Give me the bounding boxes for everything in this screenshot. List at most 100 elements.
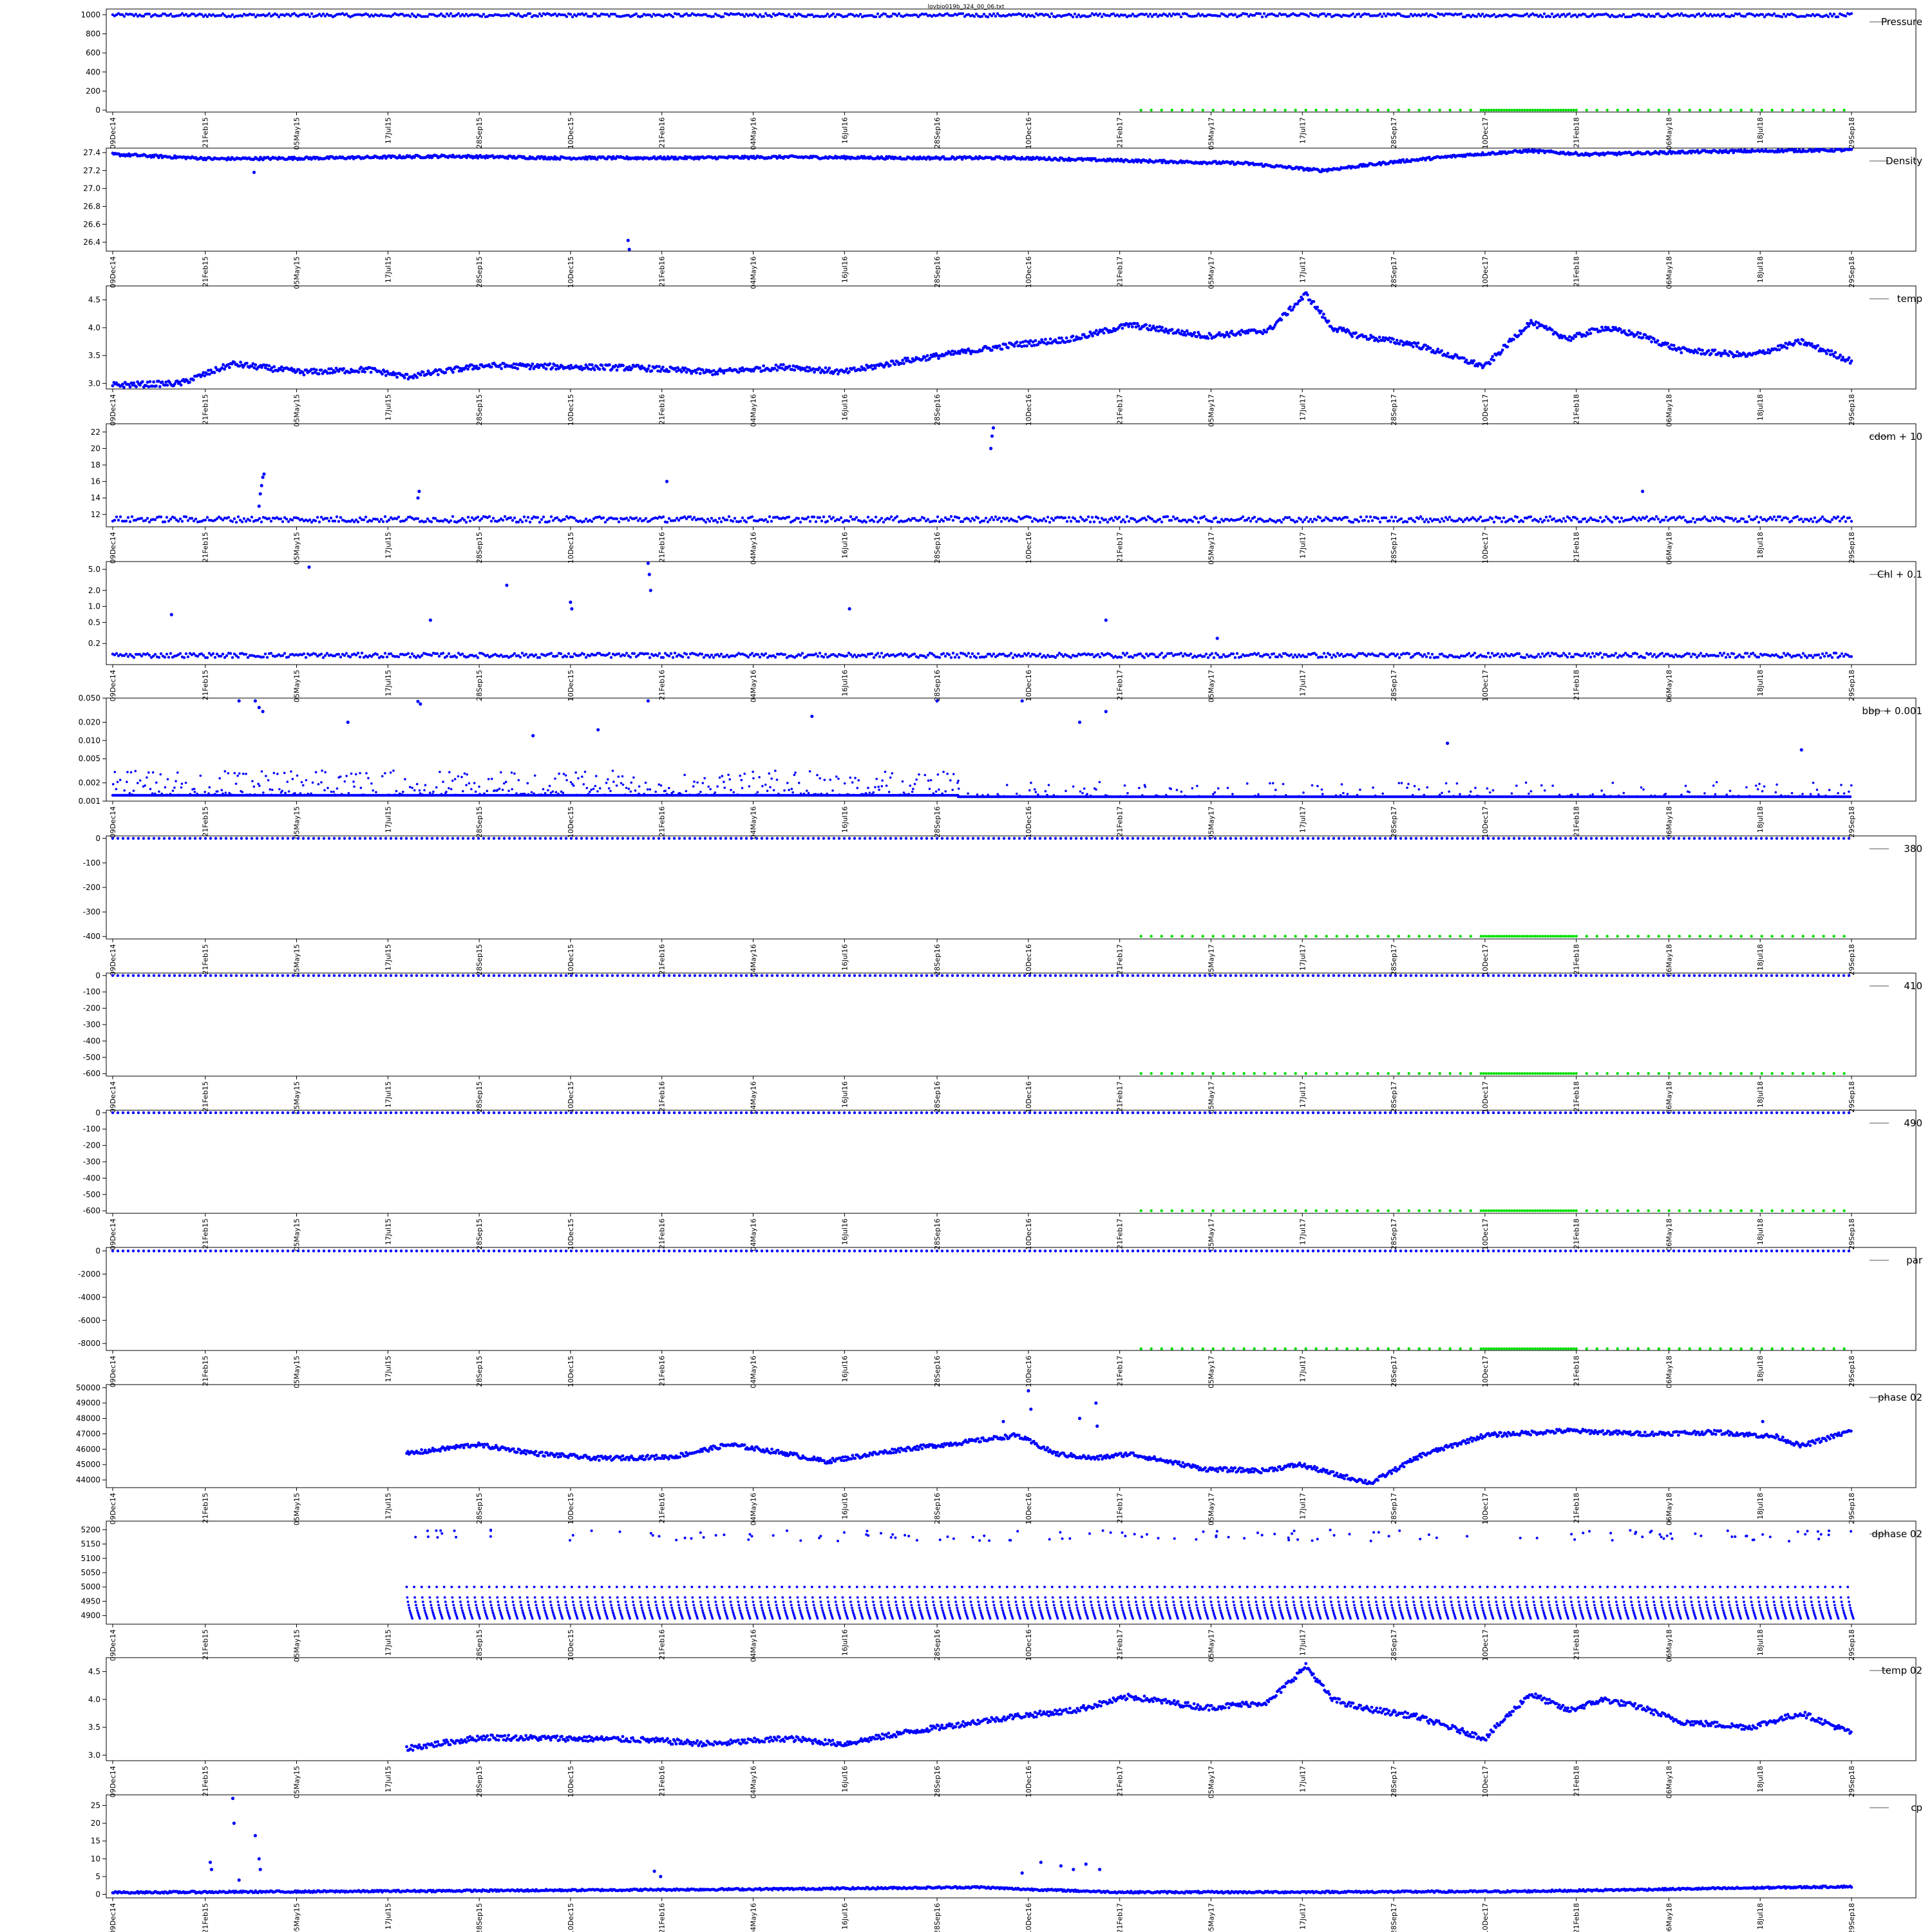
data-point: [1485, 109, 1488, 111]
data-point: [160, 516, 162, 518]
x-tick-label: 21Feb15: [202, 117, 210, 147]
data-point: [1619, 328, 1622, 331]
data-point: [231, 14, 234, 16]
data-point: [426, 518, 429, 520]
data-point: [1719, 109, 1722, 111]
data-point: [334, 370, 337, 374]
data-point: [1159, 518, 1161, 520]
data-point: [1127, 325, 1130, 328]
data-point: [593, 368, 596, 372]
data-point: [1665, 15, 1667, 17]
data-point: [969, 520, 972, 522]
data-point: [258, 517, 261, 520]
data-point: [1230, 330, 1233, 333]
data-point: [1551, 12, 1553, 15]
data-point: [1110, 517, 1113, 520]
data-point: [1218, 15, 1221, 17]
data-point: [1077, 520, 1080, 523]
data-point: [181, 520, 184, 522]
data-point: [1657, 12, 1660, 15]
data-point: [1756, 515, 1758, 518]
data-point: [529, 12, 531, 15]
data-point: [1436, 348, 1439, 351]
data-point: [1839, 354, 1842, 357]
data-point: [1093, 520, 1095, 523]
x-tick-label: 21Feb17: [1116, 532, 1124, 562]
data-point: [977, 516, 980, 519]
data-point: [262, 473, 265, 476]
data-point: [1133, 518, 1136, 521]
data-point: [1070, 520, 1072, 522]
data-point: [1627, 109, 1629, 111]
data-point: [751, 515, 753, 518]
data-point: [1814, 516, 1816, 519]
data-point: [1493, 13, 1495, 15]
data-point: [1034, 339, 1037, 343]
data-point: [1312, 300, 1316, 303]
data-point: [758, 366, 761, 370]
data-point: [878, 519, 881, 522]
data-point: [1759, 516, 1762, 518]
data-point: [1690, 520, 1692, 523]
data-point: [1542, 109, 1544, 111]
data-point: [330, 516, 332, 519]
data-point: [948, 518, 951, 520]
data-point: [1394, 516, 1397, 518]
data-point: [1300, 518, 1302, 520]
data-point: [1586, 109, 1588, 111]
data-point: [488, 515, 491, 518]
data-point: [254, 363, 257, 366]
data-point: [987, 520, 989, 523]
data-point: [552, 519, 554, 522]
data-point: [1195, 517, 1198, 520]
data-point: [720, 520, 723, 523]
data-point: [1166, 515, 1169, 518]
data-point: [135, 13, 137, 15]
x-tick-label: 17Jul17: [1298, 670, 1307, 696]
data-point: [705, 521, 707, 524]
x-tick-label: 17Jul17: [1298, 117, 1307, 144]
data-point: [807, 516, 810, 518]
data-point: [645, 517, 647, 520]
x-tick-label: 10Dec15: [567, 532, 575, 564]
data-point: [279, 517, 282, 520]
data-point: [1126, 515, 1128, 518]
x-tick-label: 09Dec14: [109, 256, 117, 288]
data-point: [938, 520, 941, 523]
data-point: [1576, 518, 1578, 520]
data-point: [1460, 518, 1463, 521]
data-point: [1048, 521, 1051, 524]
data-point: [1825, 352, 1828, 355]
x-tick-label: 10Dec15: [567, 117, 575, 149]
x-tick-label: 21Feb17: [1116, 117, 1124, 147]
data-point: [1160, 109, 1163, 111]
data-point: [1088, 335, 1091, 338]
data-point: [1636, 519, 1638, 522]
data-point: [1781, 518, 1783, 521]
data-point: [1428, 109, 1431, 111]
data-point: [1501, 348, 1504, 352]
data-point: [1089, 14, 1092, 17]
data-point: [1781, 109, 1784, 111]
data-point: [797, 517, 800, 520]
data-point: [1097, 516, 1099, 519]
data-point: [1692, 517, 1694, 520]
data-point: [1276, 15, 1279, 17]
data-point: [1477, 518, 1480, 520]
data-point: [865, 521, 867, 524]
data-point: [1180, 15, 1182, 18]
data-point: [1479, 516, 1482, 518]
data-point: [1212, 109, 1215, 111]
data-point: [1004, 343, 1007, 346]
data-point: [820, 520, 823, 522]
data-point: [813, 370, 816, 374]
x-tick-label: 29Sep18: [1848, 532, 1856, 564]
data-point: [531, 363, 535, 366]
data-point: [1562, 13, 1565, 15]
x-tick-label: 16Jul16: [840, 670, 849, 696]
data-point: [1627, 329, 1631, 332]
data-point: [1087, 515, 1090, 518]
x-tick-label: 28Sep15: [475, 256, 484, 288]
data-point: [339, 516, 342, 518]
data-point: [838, 518, 840, 521]
